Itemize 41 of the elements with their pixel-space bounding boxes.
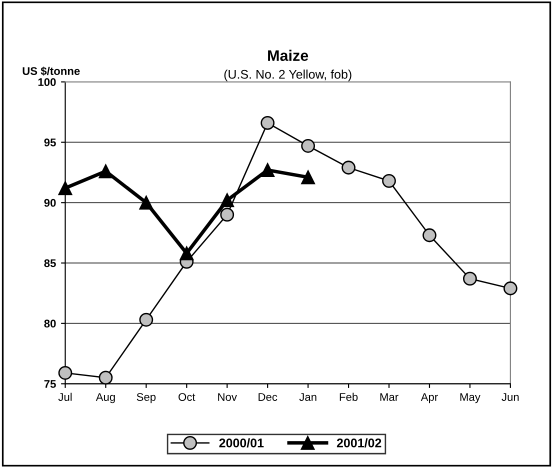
x-tick-label: Jul: [58, 392, 72, 401]
point: [180, 246, 194, 260]
x-tick-label: Nov: [218, 393, 237, 401]
point: [220, 193, 234, 208]
chart-subtitle: (U.S. No. 2 Yellow, fob): [224, 70, 352, 82]
x-tick-label: Apr: [420, 393, 438, 404]
point: [301, 170, 316, 184]
point: [98, 164, 113, 178]
x-tick-label: Sep: [136, 393, 156, 404]
point: [139, 196, 154, 210]
x-tick-label: May: [460, 393, 480, 404]
point: [301, 138, 316, 153]
point: [58, 366, 72, 380]
x-tick-label: Mar: [380, 393, 398, 401]
point: [260, 116, 275, 130]
y-tick-label: 80: [44, 320, 56, 328]
point: [463, 272, 477, 286]
point: [422, 228, 436, 242]
point: [260, 163, 275, 177]
y-tick-label: 100: [38, 78, 56, 86]
x-tick-label: Oct: [178, 393, 196, 401]
point: [382, 174, 396, 188]
point: [342, 160, 356, 175]
x-tick-label: Aug: [96, 393, 115, 404]
x-tick-label: Jun: [502, 393, 519, 401]
y-tick-label: 75: [44, 380, 56, 388]
chart-title: Maize: [268, 50, 308, 61]
y-tick-label: 90: [44, 198, 56, 207]
legend-label: 2000/01: [219, 438, 264, 448]
point: [58, 181, 72, 196]
y-axis-title: US $/tonne: [22, 66, 80, 76]
y-tick-label: 85: [44, 259, 56, 268]
x-tick-label: Dec: [258, 393, 278, 401]
x-tick-label: Jan: [299, 393, 316, 401]
point: [98, 370, 113, 385]
legend-label: 2001/02: [336, 438, 382, 448]
point: [503, 281, 518, 296]
point: [220, 208, 234, 222]
y-tick-label: 95: [44, 138, 56, 146]
point: [139, 312, 154, 327]
x-tick-label: Feb: [340, 392, 358, 401]
